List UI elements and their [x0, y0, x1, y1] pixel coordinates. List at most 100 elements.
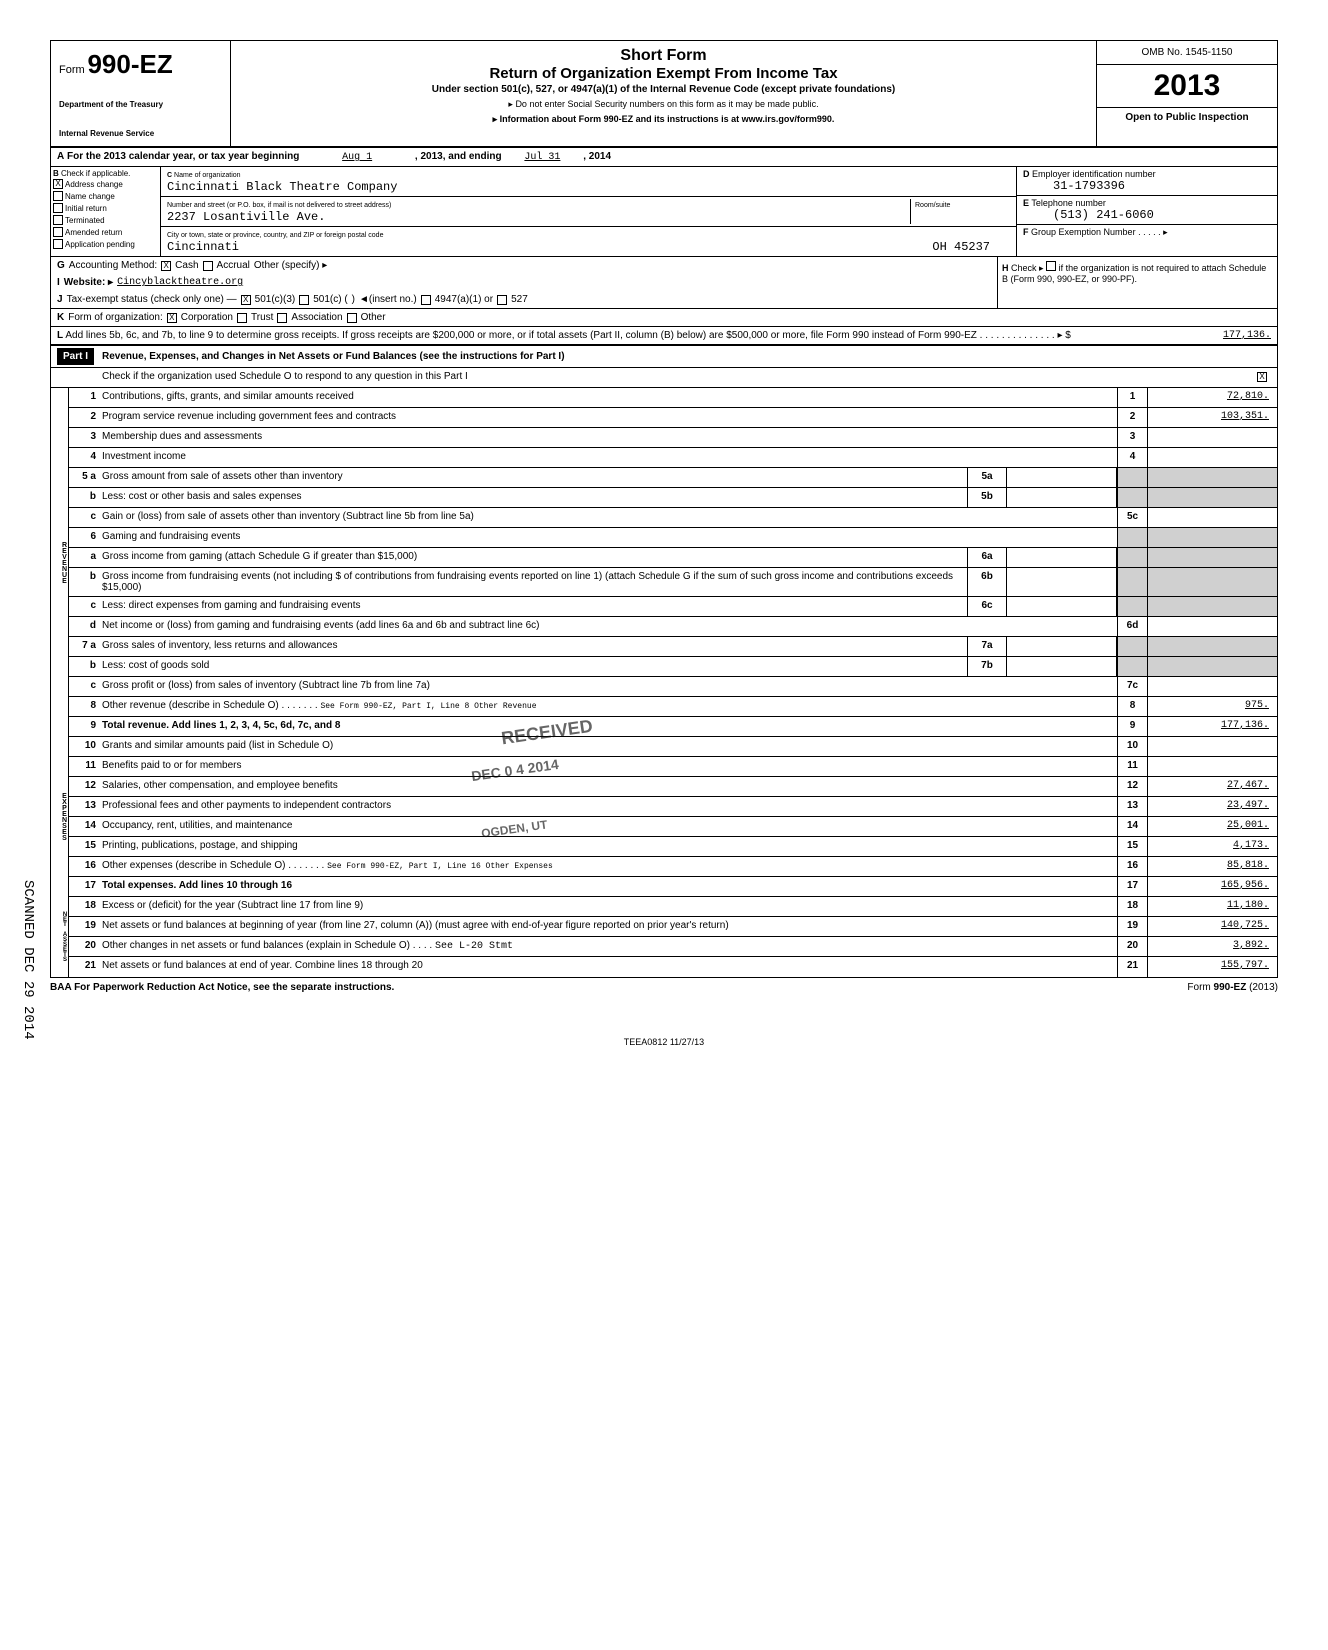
cash-label: Cash	[175, 260, 198, 271]
line-13-rn: 13	[1117, 797, 1147, 816]
line-20-desc: Other changes in net assets or fund bala…	[99, 937, 1117, 956]
line-5a-shade2	[1147, 468, 1277, 487]
city-label: City or town, state or province, country…	[167, 232, 383, 239]
association-checkbox[interactable]	[277, 313, 287, 323]
trust-checkbox[interactable]	[237, 313, 247, 323]
header-right: OMB No. 1545-1150 2013 Open to Public In…	[1097, 41, 1277, 146]
line-1-val: 72,810.	[1147, 388, 1277, 407]
line-19-rn: 19	[1117, 917, 1147, 936]
line-11-num: 11	[69, 757, 99, 776]
line-16-val: 85,818.	[1147, 857, 1277, 876]
terminated-checkbox[interactable]	[53, 215, 63, 225]
line-13-val: 23,497.	[1147, 797, 1277, 816]
line-6b-desc: Gross income from fundraising events (no…	[99, 568, 967, 596]
initial-return-label: Initial return	[65, 204, 107, 213]
letter-l: L	[57, 330, 63, 341]
arrow-icon: ▸	[1163, 227, 1168, 237]
accounting-method-label: Accounting Method:	[69, 260, 157, 271]
line-18-desc: Excess or (deficit) for the year (Subtra…	[99, 897, 1117, 916]
line-6a-shade	[1117, 548, 1147, 567]
group-exemption-label: Group Exemption Number	[1031, 227, 1136, 237]
subtitle: Under section 501(c), 527, or 4947(a)(1)…	[237, 84, 1090, 95]
street-label: Number and street (or P.O. box, if mail …	[167, 202, 391, 209]
row-l-gross-receipts: L Add lines 5b, 6c, and 7b, to line 9 to…	[51, 327, 1277, 346]
corporation-checkbox[interactable]: X	[167, 313, 177, 323]
line-20: 20 Other changes in net assets or fund b…	[69, 937, 1277, 957]
line-6d-num: d	[69, 617, 99, 636]
501c3-checkbox[interactable]: X	[241, 295, 251, 305]
line-1-num: 1	[69, 388, 99, 407]
initial-return-checkbox[interactable]	[53, 203, 63, 213]
address-change-checkbox[interactable]: X	[53, 179, 63, 189]
line-16-desc-text: Other expenses (describe in Schedule O)	[102, 860, 285, 871]
4947-checkbox[interactable]	[421, 295, 431, 305]
col-de: D Employer identification number 31-1793…	[1017, 167, 1277, 256]
schedule-o-checkbox[interactable]: X	[1257, 372, 1267, 382]
line-3-rn: 3	[1117, 428, 1147, 447]
section-bcdef: B Check if applicable. X Address change …	[51, 167, 1277, 257]
line-6a-num: a	[69, 548, 99, 567]
line-7a: 7 a Gross sales of inventory, less retur…	[69, 637, 1277, 657]
line-3-desc: Membership dues and assessments	[99, 428, 1117, 447]
line-2-rn: 2	[1117, 408, 1147, 427]
line-4-rn: 4	[1117, 448, 1147, 467]
letter-d: D	[1023, 169, 1030, 179]
line-21-num: 21	[69, 957, 99, 977]
other-org-checkbox[interactable]	[347, 313, 357, 323]
form-number: 990-EZ	[87, 49, 172, 79]
line-20-num: 20	[69, 937, 99, 956]
line-2-num: 2	[69, 408, 99, 427]
line-2-val: 103,351.	[1147, 408, 1277, 427]
line-4-desc: Investment income	[99, 448, 1117, 467]
name-label: Name of organization	[174, 172, 241, 179]
line-8-note: See Form 990-EZ, Part I, Line 8 Other Re…	[320, 702, 536, 711]
line-4-num: 4	[69, 448, 99, 467]
org-name: Cincinnati Black Theatre Company	[167, 180, 397, 194]
amended-return-checkbox[interactable]	[53, 227, 63, 237]
line-6c-shade	[1117, 597, 1147, 616]
line-6b-num: b	[69, 568, 99, 596]
line-8: 8 Other revenue (describe in Schedule O)…	[69, 697, 1277, 717]
line-5b-shade2	[1147, 488, 1277, 507]
line-7a-shade2	[1147, 637, 1277, 656]
line-6b-shade2	[1147, 568, 1277, 596]
line-6d-desc: Net income or (loss) from gaming and fun…	[99, 617, 1117, 636]
line-6-shade2	[1147, 528, 1277, 547]
phone-value: (513) 241-6060	[1053, 208, 1154, 222]
name-change-checkbox[interactable]	[53, 191, 63, 201]
schedule-b-checkbox[interactable]	[1046, 261, 1056, 271]
line-6c: c Less: direct expenses from gaming and …	[69, 597, 1277, 617]
line-17: 17 Total expenses. Add lines 10 through …	[69, 877, 1277, 897]
line-6a-mn: 6a	[967, 548, 1007, 567]
line-5b-mn: 5b	[967, 488, 1007, 507]
line-6a-desc: Gross income from gaming (attach Schedul…	[99, 548, 967, 567]
letter-f: F	[1023, 227, 1029, 237]
line-5b-mv	[1007, 488, 1117, 507]
letter-c: C	[167, 172, 172, 179]
application-pending-checkbox[interactable]	[53, 239, 63, 249]
501c-checkbox[interactable]	[299, 295, 309, 305]
no-ssn-instruction: Do not enter Social Security numbers on …	[237, 99, 1090, 110]
line-5c-num: c	[69, 508, 99, 527]
line-8-val: 975.	[1147, 697, 1277, 716]
line-5c-desc: Gain or (loss) from sale of assets other…	[99, 508, 1117, 527]
line-6c-num: c	[69, 597, 99, 616]
part-1-header: Part I Revenue, Expenses, and Changes in…	[51, 346, 1277, 368]
accrual-checkbox[interactable]	[203, 261, 213, 271]
527-checkbox[interactable]	[497, 295, 507, 305]
amended-return-label: Amended return	[65, 228, 122, 237]
page-footer: BAA For Paperwork Reduction Act Notice, …	[50, 978, 1278, 997]
line-5b: b Less: cost or other basis and sales ex…	[69, 488, 1277, 508]
501c3-label: 501(c)(3)	[255, 294, 296, 305]
cash-checkbox[interactable]: X	[161, 261, 171, 271]
line-5c-val	[1147, 508, 1277, 527]
line-9-desc: Total revenue. Add lines 1, 2, 3, 4, 5c,…	[99, 717, 1117, 736]
other-org-label: Other	[361, 312, 386, 323]
line-16: 16 Other expenses (describe in Schedule …	[69, 857, 1277, 877]
line-20-val: 3,892.	[1147, 937, 1277, 956]
line-9: 9 Total revenue. Add lines 1, 2, 3, 4, 5…	[69, 717, 1277, 737]
line-12-desc: Salaries, other compensation, and employ…	[99, 777, 1117, 796]
row-a-text: For the 2013 calendar year, or tax year …	[67, 151, 299, 162]
line-10-val	[1147, 737, 1277, 756]
footer-baa: BAA For Paperwork Reduction Act Notice, …	[50, 982, 394, 993]
